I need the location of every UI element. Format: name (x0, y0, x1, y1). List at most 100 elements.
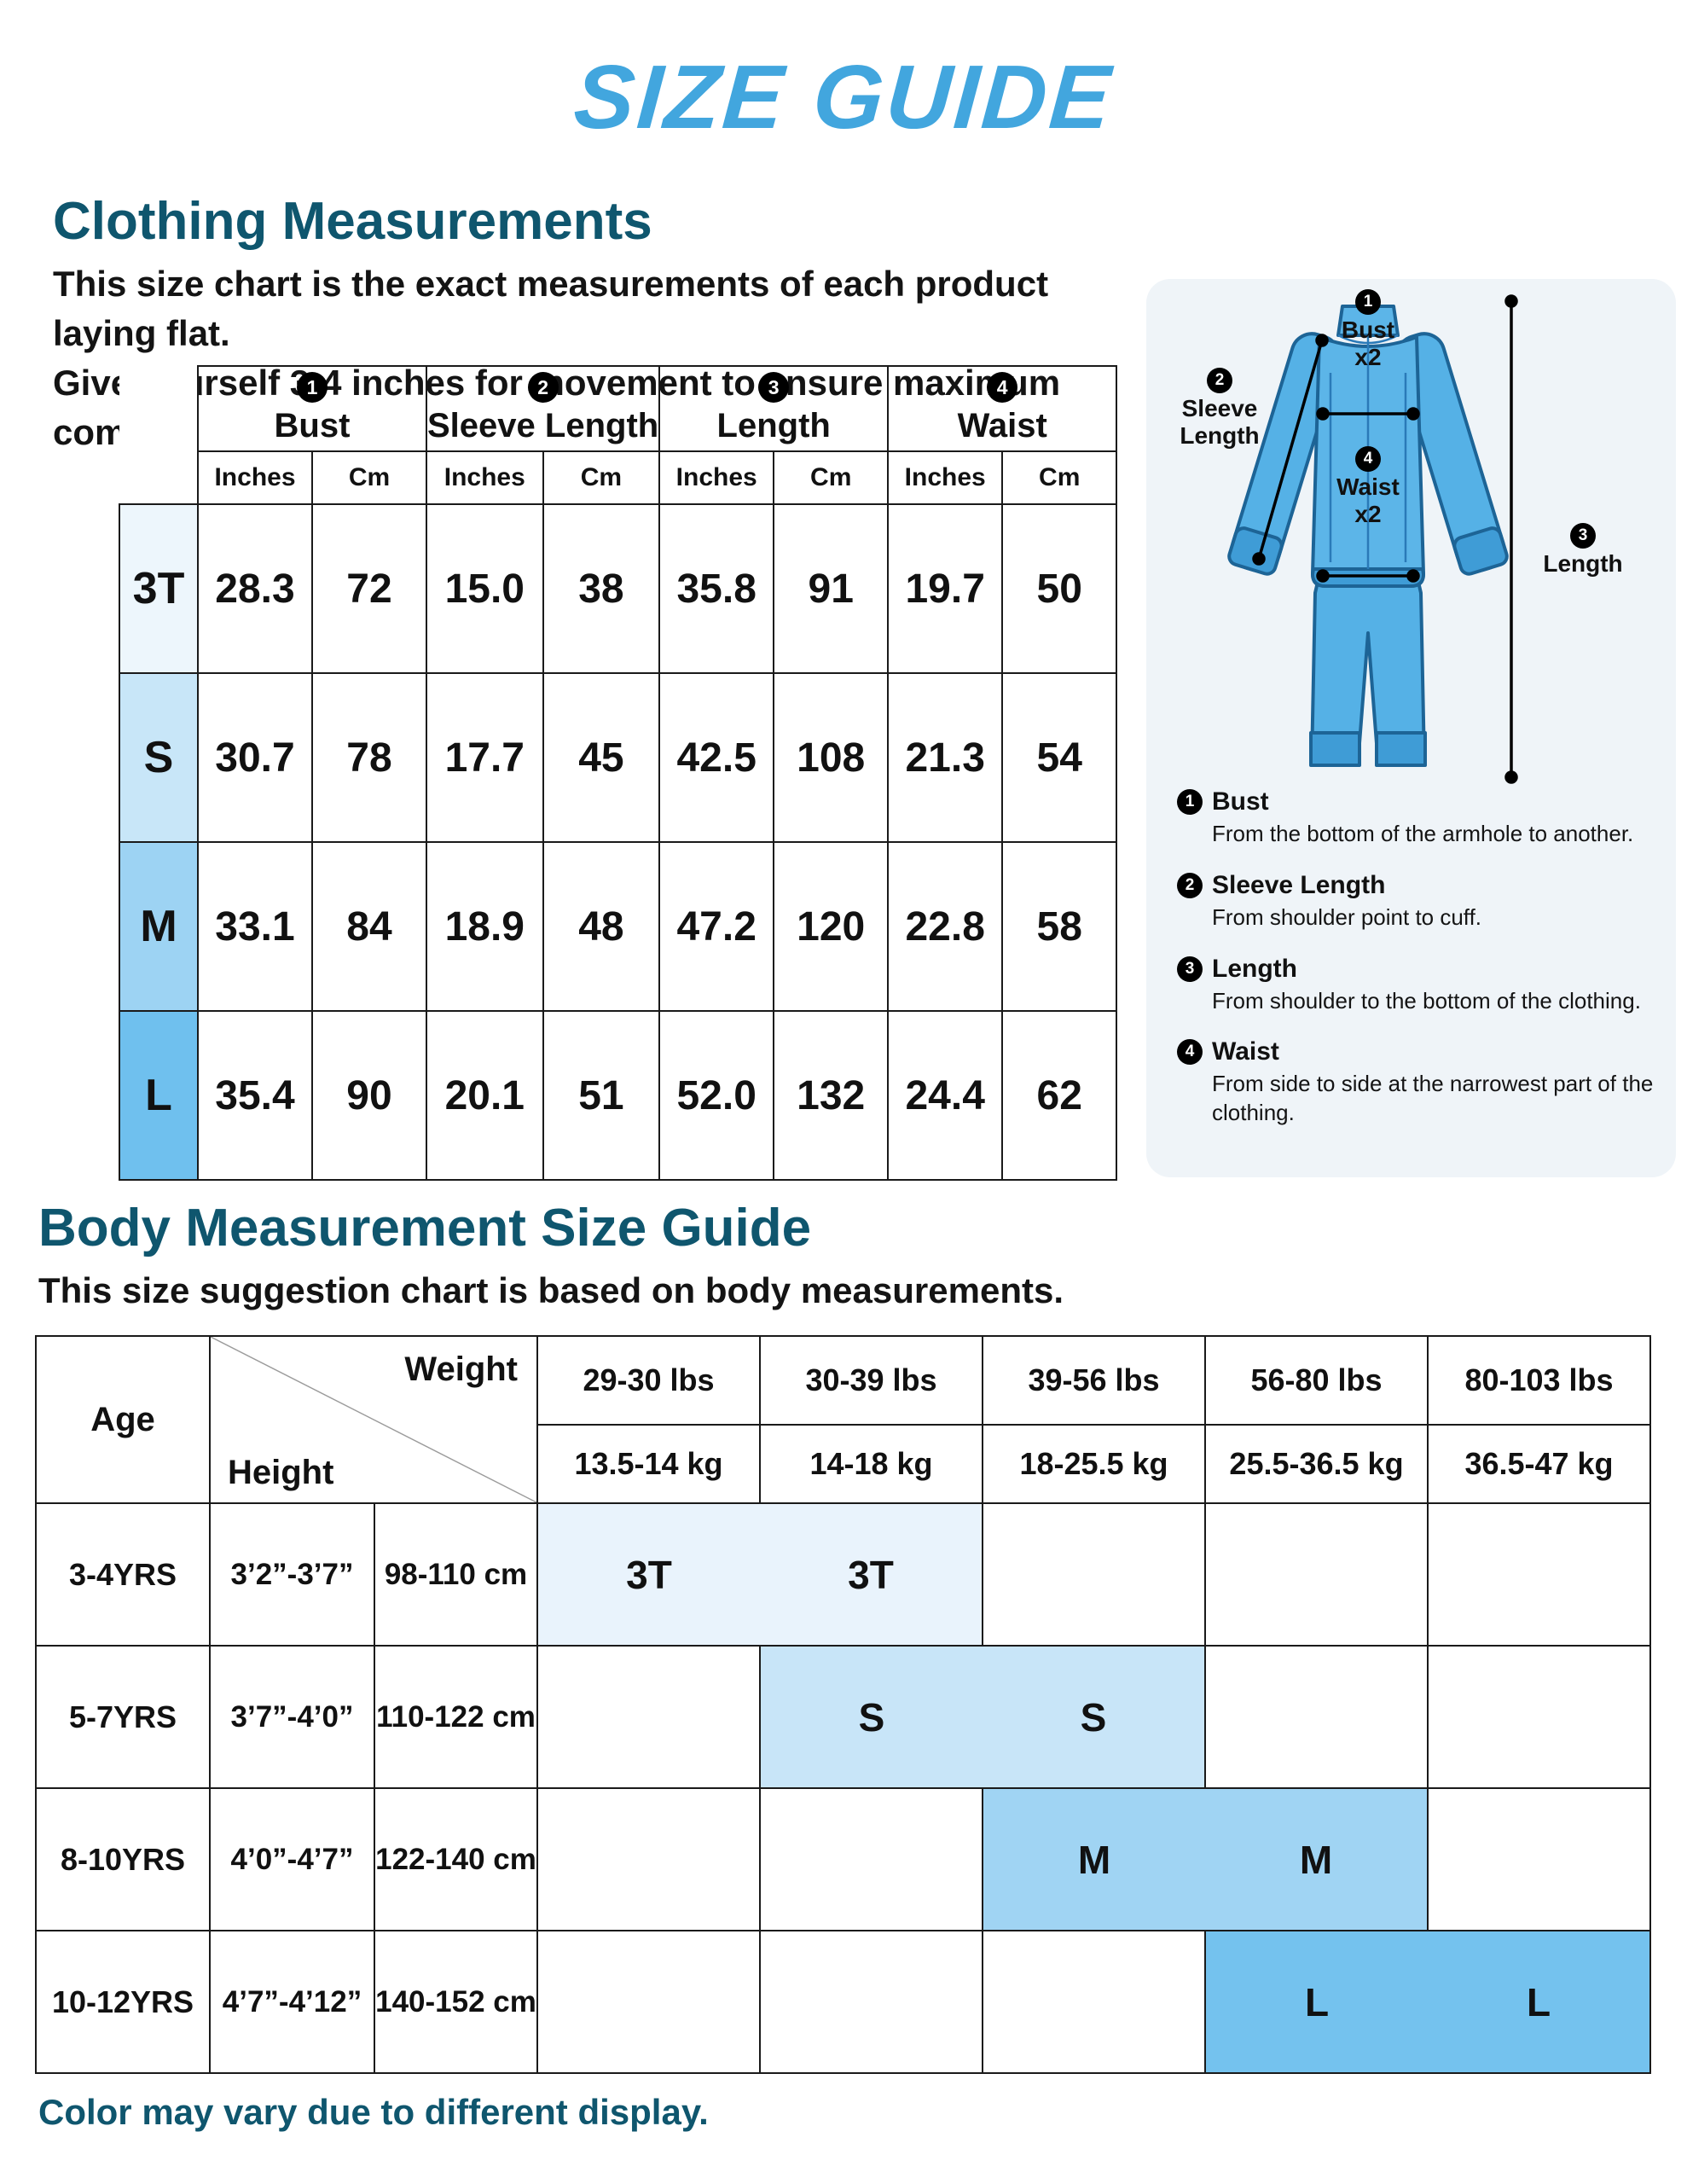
empty-cell (536, 1930, 761, 2074)
measurement-cell: 22.8 (887, 841, 1004, 1012)
measurement-cell: 51 (542, 1010, 661, 1181)
weight-header-kg: 13.5-14 kg (536, 1424, 761, 1504)
unit-header-cm: Cm (773, 450, 890, 505)
size-value: L (1526, 1979, 1551, 2024)
weight-header-kg: 14-18 kg (759, 1424, 983, 1504)
sleeve-annotation-text: Length (1180, 422, 1260, 450)
empty-cell (759, 1930, 983, 2074)
size-value: S (858, 1694, 885, 1740)
height-ft-cell: 4’7”-4’12” (209, 1930, 375, 2074)
number-1-icon: 1 (297, 372, 328, 403)
pajama-illustration (1227, 294, 1518, 784)
age-row-10-12yrs: 10-12YRS 4’7”-4’12” 140-152 cm L L (35, 1930, 1651, 2074)
measurement-cell: 108 (773, 672, 890, 843)
column-group-label: Bust (274, 407, 351, 444)
measurement-cell: 33.1 (197, 841, 313, 1012)
number-2-icon: 2 (1207, 368, 1232, 393)
legend-definition: From side to side at the narrowest part … (1212, 1071, 1654, 1126)
empty-cell (759, 1787, 983, 1931)
measurement-cell: 54 (1001, 672, 1118, 843)
number-4-icon: 4 (1177, 1039, 1203, 1066)
size-range-m: M M (982, 1787, 1429, 1931)
size-row-3t: 3T 28.3 72 15.0 38 35.8 91 19.7 50 (119, 503, 1118, 674)
legend-item-waist: 4 Waist From side to side at the narrowe… (1177, 1037, 1660, 1128)
number-3-icon: 3 (1570, 523, 1596, 549)
column-group-bust: 1 Bust (197, 365, 427, 452)
number-2-icon: 2 (1177, 872, 1203, 898)
diagonal-divider (211, 1337, 536, 1502)
waist-annotation-x2: x2 (1354, 501, 1382, 528)
measurement-cell: 19.7 (887, 503, 1004, 674)
empty-cell (982, 1502, 1206, 1647)
size-value: M (1299, 1837, 1333, 1882)
measurement-cell: 132 (773, 1010, 890, 1181)
unit-header-inches: Inches (426, 450, 544, 505)
measurement-cell: 58 (1001, 841, 1118, 1012)
legend-item-bust: 1 Bust From the bottom of the armhole to… (1177, 787, 1660, 849)
column-group-label: Sleeve Length (427, 407, 659, 444)
number-3-icon: 3 (758, 372, 790, 403)
table-corner-blank (119, 366, 198, 451)
measurement-cell: 24.4 (887, 1010, 1004, 1181)
length-annotation-text: Length (1543, 550, 1623, 577)
height-cm-cell: 98-110 cm (374, 1502, 538, 1647)
unit-header-cm: Cm (1001, 450, 1118, 505)
legend-definition: From the bottom of the armhole to anothe… (1212, 821, 1634, 846)
size-row-m: M 33.1 84 18.9 48 47.2 120 22.8 58 (119, 841, 1118, 1012)
weight-header-lbs: 29-30 lbs (536, 1335, 761, 1426)
measurement-cell: 17.7 (426, 672, 544, 843)
sleeve-length-annotation: 2 Sleeve Length (1170, 368, 1269, 449)
measurement-cell: 52.0 (658, 1010, 775, 1181)
column-group-length: 3 Length (658, 365, 890, 452)
age-row-3-4yrs: 3-4YRS 3’2”-3’7” 98-110 cm 3T 3T (35, 1502, 1651, 1647)
age-column-header: Age (35, 1335, 211, 1504)
measurement-cell: 21.3 (887, 672, 1004, 843)
clothing-measurements-table: 1 Bust 2 Sleeve Length 3 Length 4 (119, 365, 1118, 1181)
legend-term: Bust (1212, 787, 1269, 816)
weight-header-lbs: 56-80 lbs (1204, 1335, 1429, 1426)
empty-cell (536, 1787, 761, 1931)
number-4-icon: 4 (1355, 446, 1381, 472)
color-disclaimer: Color may vary due to different display. (38, 2092, 709, 2132)
empty-cell (1427, 1645, 1651, 1789)
measurement-cell: 62 (1001, 1010, 1118, 1181)
unit-header-cm: Cm (311, 450, 427, 505)
measurement-cell: 78 (311, 672, 427, 843)
empty-cell (982, 1930, 1206, 2074)
height-weight-corner-cell: Weight Height (209, 1335, 538, 1504)
description-line-1: This size chart is the exact measurement… (53, 264, 1049, 353)
age-cell: 10-12YRS (35, 1930, 211, 2074)
measurement-legend: 1 Bust From the bottom of the armhole to… (1177, 787, 1660, 1128)
sleeve-annotation-text: Sleeve (1181, 395, 1258, 421)
measurement-cell: 18.9 (426, 841, 544, 1012)
weight-header-lbs: 80-103 lbs (1427, 1335, 1651, 1426)
measurement-cell: 15.0 (426, 503, 544, 674)
measurement-cell: 35.8 (658, 503, 775, 674)
number-2-icon: 2 (527, 372, 559, 403)
measurement-cell: 90 (311, 1010, 427, 1181)
measurement-cell: 84 (311, 841, 427, 1012)
size-label: 3T (119, 503, 199, 674)
size-row-s: S 30.7 78 17.7 45 42.5 108 21.3 54 (119, 672, 1118, 843)
empty-cell (536, 1645, 761, 1789)
body-measurement-heading: Body Measurement Size Guide (38, 1199, 812, 1258)
unit-header-cm: Cm (542, 450, 661, 505)
measurement-cell: 42.5 (658, 672, 775, 843)
height-cm-cell: 122-140 cm (374, 1787, 538, 1931)
measurement-cell: 47.2 (658, 841, 775, 1012)
size-label: M (119, 841, 199, 1012)
height-ft-cell: 3’7”-4’0” (209, 1645, 375, 1789)
size-value: 3T (848, 1552, 894, 1597)
height-cm-cell: 140-152 cm (374, 1930, 538, 2074)
empty-cell (1427, 1787, 1651, 1931)
body-measurement-description: This size suggestion chart is based on b… (38, 1270, 1064, 1310)
height-ft-cell: 3’2”-3’7” (209, 1502, 375, 1647)
weight-header-kg: 25.5-36.5 kg (1204, 1424, 1429, 1504)
measurement-cell: 72 (311, 503, 427, 674)
measurement-cell: 120 (773, 841, 890, 1012)
size-range-s: S S (759, 1645, 1206, 1789)
size-label: L (119, 1010, 199, 1181)
size-label: S (119, 672, 199, 843)
number-1-icon: 1 (1355, 289, 1381, 315)
